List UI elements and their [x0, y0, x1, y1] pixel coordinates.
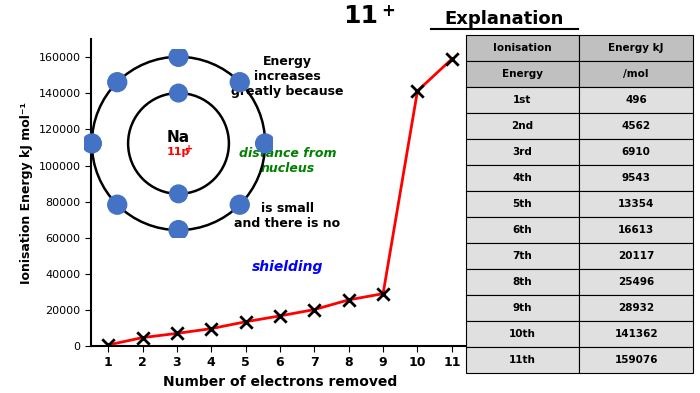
Point: [377, 290, 388, 297]
Point: [137, 334, 148, 341]
Text: Na: Na: [167, 130, 190, 145]
Circle shape: [108, 73, 127, 92]
Point: [172, 330, 183, 336]
Circle shape: [230, 73, 249, 92]
Y-axis label: Ionisation Energy kJ mol⁻¹: Ionisation Energy kJ mol⁻¹: [20, 101, 33, 284]
Circle shape: [83, 134, 102, 153]
Circle shape: [152, 117, 205, 170]
X-axis label: Number of electrons removed: Number of electrons removed: [163, 375, 397, 389]
Text: +: +: [382, 2, 395, 20]
Circle shape: [108, 195, 127, 214]
Point: [240, 319, 251, 325]
Text: Energy
increases
greatly because: Energy increases greatly because: [231, 55, 344, 97]
Circle shape: [256, 134, 274, 153]
Point: [412, 88, 423, 94]
Point: [343, 297, 354, 303]
Point: [309, 307, 320, 313]
Text: is small
and there is no: is small and there is no: [234, 202, 341, 230]
Point: [206, 325, 217, 332]
Circle shape: [169, 220, 188, 239]
Circle shape: [169, 48, 188, 66]
Text: shielding: shielding: [252, 260, 323, 274]
Point: [103, 342, 114, 348]
Text: 11: 11: [343, 4, 378, 28]
Text: distance from
nucleus: distance from nucleus: [239, 147, 336, 174]
Circle shape: [230, 195, 249, 214]
Point: [446, 56, 457, 62]
Text: Explanation: Explanation: [444, 9, 564, 28]
Text: +: +: [185, 144, 193, 154]
Circle shape: [169, 84, 188, 102]
Point: [274, 313, 286, 319]
Circle shape: [169, 185, 188, 203]
Text: 11p: 11p: [167, 147, 190, 157]
